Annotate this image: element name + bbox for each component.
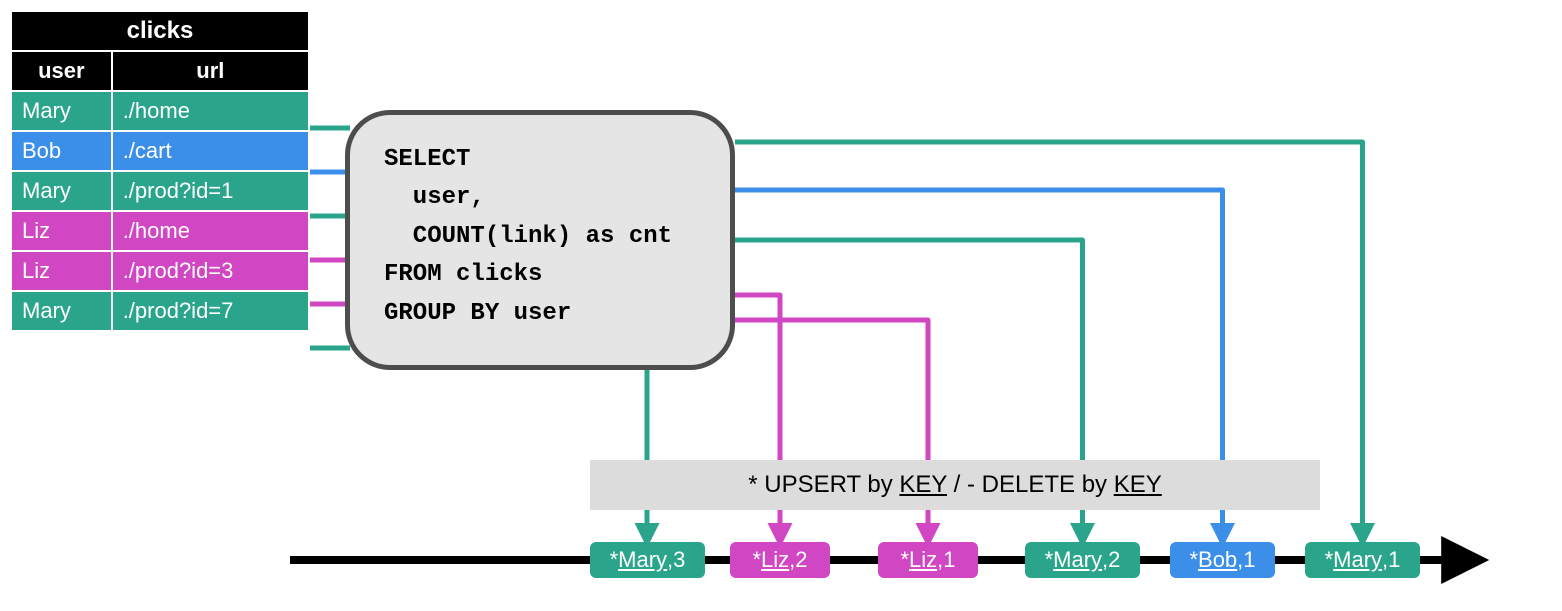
table-row: Mary./prod?id=7: [11, 291, 309, 331]
cell-url: ./prod?id=3: [112, 251, 309, 291]
sql-query-box: SELECT user, COUNT(link) as cnt FROM cli…: [345, 110, 735, 370]
diagram-canvas: clicks user url Mary./homeBob./cartMary.…: [10, 10, 1552, 601]
output-pill: * Mary,2: [1025, 542, 1140, 578]
column-header-url: url: [112, 51, 309, 91]
output-pill: * Mary,3: [590, 542, 705, 578]
cell-user: Mary: [11, 291, 112, 331]
cell-user: Liz: [11, 251, 112, 291]
cell-url: ./prod?id=1: [112, 171, 309, 211]
cell-url: ./home: [112, 91, 309, 131]
legend-text: * UPSERT by KEY / - DELETE by KEY: [748, 471, 1162, 499]
cell-url: ./cart: [112, 131, 309, 171]
output-pill: * Mary,1: [1305, 542, 1420, 578]
output-pill: * Bob,1: [1170, 542, 1275, 578]
cell-url: ./prod?id=7: [112, 291, 309, 331]
cell-url: ./home: [112, 211, 309, 251]
column-header-user: user: [11, 51, 112, 91]
table-row: Mary./prod?id=1: [11, 171, 309, 211]
legend-strip: * UPSERT by KEY / - DELETE by KEY: [590, 460, 1320, 510]
output-pill: * Liz,1: [878, 542, 978, 578]
cell-user: Mary: [11, 91, 112, 131]
clicks-table: clicks user url Mary./homeBob./cartMary.…: [10, 10, 310, 332]
table-row: Bob./cart: [11, 131, 309, 171]
cell-user: Liz: [11, 211, 112, 251]
table-row: Liz./prod?id=3: [11, 251, 309, 291]
output-pill: * Liz,2: [730, 542, 830, 578]
cell-user: Bob: [11, 131, 112, 171]
table-title: clicks: [11, 11, 309, 51]
table-row: Mary./home: [11, 91, 309, 131]
cell-user: Mary: [11, 171, 112, 211]
table-row: Liz./home: [11, 211, 309, 251]
